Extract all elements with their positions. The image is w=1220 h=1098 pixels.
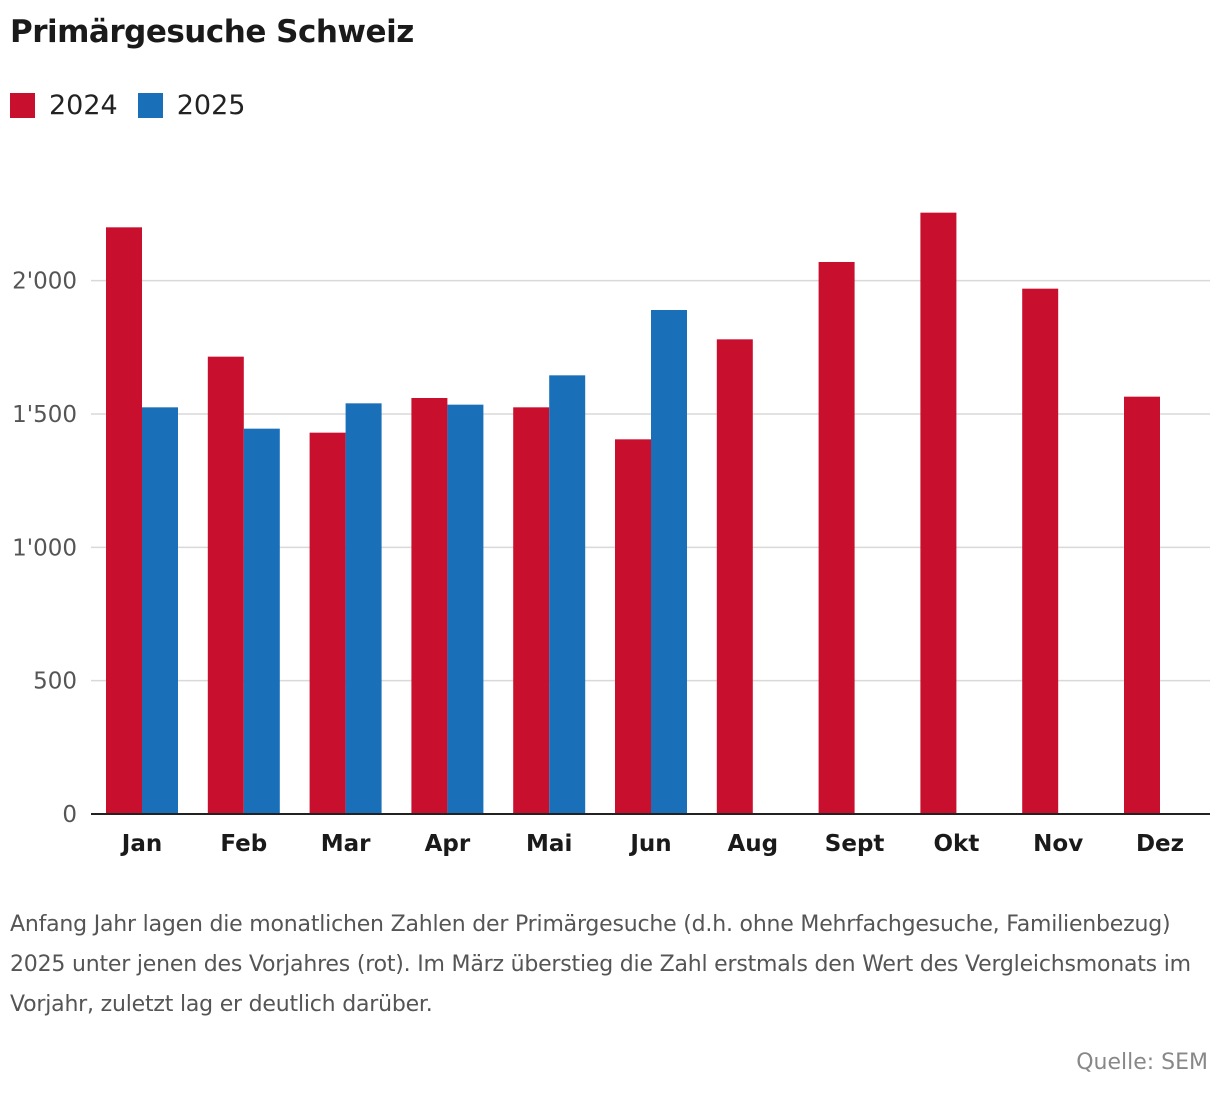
source-note: Quelle: SEM (1076, 1050, 1208, 1075)
x-tick-label: Dez (1136, 831, 1184, 857)
bar-2024-mar (309, 432, 346, 814)
bar-2024-dez (1124, 396, 1160, 814)
x-tick-label: Jun (628, 831, 671, 857)
bar-2024-aug (716, 339, 753, 814)
x-tick-label: Jan (120, 831, 162, 857)
bar-2024-feb (207, 356, 244, 814)
bar-2025-feb (243, 428, 280, 814)
bar-2024-mai (513, 407, 550, 814)
x-tick-label: Mar (321, 831, 371, 857)
bar-chart: 0 500 1'000 1'500 2'000 Jan Feb Mar Apr Mai Jun Aug… (12, 212, 1210, 857)
x-tick-label: Sept (825, 831, 885, 857)
bar-2025-jun (651, 309, 687, 814)
bar-2025-mai (549, 375, 586, 814)
legend-swatch-2024 (10, 93, 35, 118)
x-tick-label: Aug (727, 831, 778, 857)
bar-2024-nov (1022, 288, 1059, 814)
y-tick-label: 0 (62, 802, 77, 828)
bar-2024-okt (920, 212, 957, 814)
y-tick-label: 500 (33, 669, 77, 695)
bar-2025-mar (345, 403, 382, 814)
x-tick-label: Nov (1033, 831, 1083, 857)
x-tick-label: Feb (220, 831, 267, 857)
bar-2024-jan (106, 227, 142, 814)
y-tick-label: 1'500 (12, 402, 77, 428)
legend-label-2024: 2024 (49, 90, 118, 121)
y-tick-label: 2'000 (12, 269, 77, 295)
legend-swatch-2025 (137, 93, 163, 118)
x-tick-label: Mai (526, 831, 572, 857)
legend-item-2025: 2025 (137, 90, 246, 121)
bar-2024-jun (615, 439, 651, 814)
bar-2024-apr (411, 397, 448, 814)
x-tick-label: Apr (425, 831, 471, 857)
legend: 2024 2025 (10, 90, 265, 121)
y-tick-label: 1'000 (12, 535, 77, 561)
bar-2025-apr (447, 404, 484, 814)
chart-title: Primärgesuche Schweiz (10, 14, 414, 50)
chart-caption: Anfang Jahr lagen die monatlichen Zahlen… (10, 912, 1191, 1017)
bar-2025-jan (142, 407, 178, 814)
x-tick-label: Okt (933, 831, 979, 857)
bar-2024-sept (818, 261, 855, 814)
legend-label-2025: 2025 (176, 90, 246, 121)
legend-item-2024: 2024 (10, 90, 118, 121)
